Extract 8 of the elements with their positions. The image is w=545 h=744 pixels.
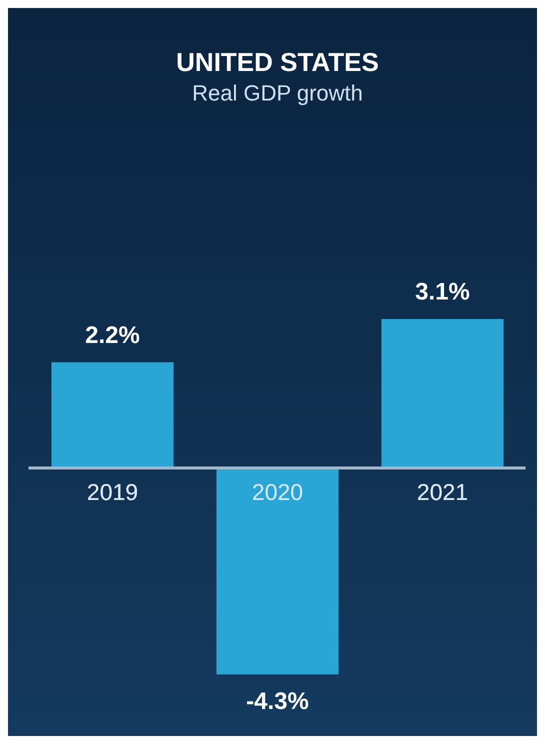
data-label: 3.1% bbox=[415, 278, 470, 306]
chart-title: UNITED STATES bbox=[176, 46, 379, 77]
x-tick-label: 2021 bbox=[416, 479, 468, 506]
data-label: -4.3% bbox=[246, 688, 309, 715]
x-tick-label: 2019 bbox=[86, 479, 138, 506]
chart-subtitle: Real GDP growth bbox=[192, 80, 363, 106]
x-tick-label: 2020 bbox=[252, 479, 304, 506]
data-label: 2.2% bbox=[85, 322, 140, 349]
